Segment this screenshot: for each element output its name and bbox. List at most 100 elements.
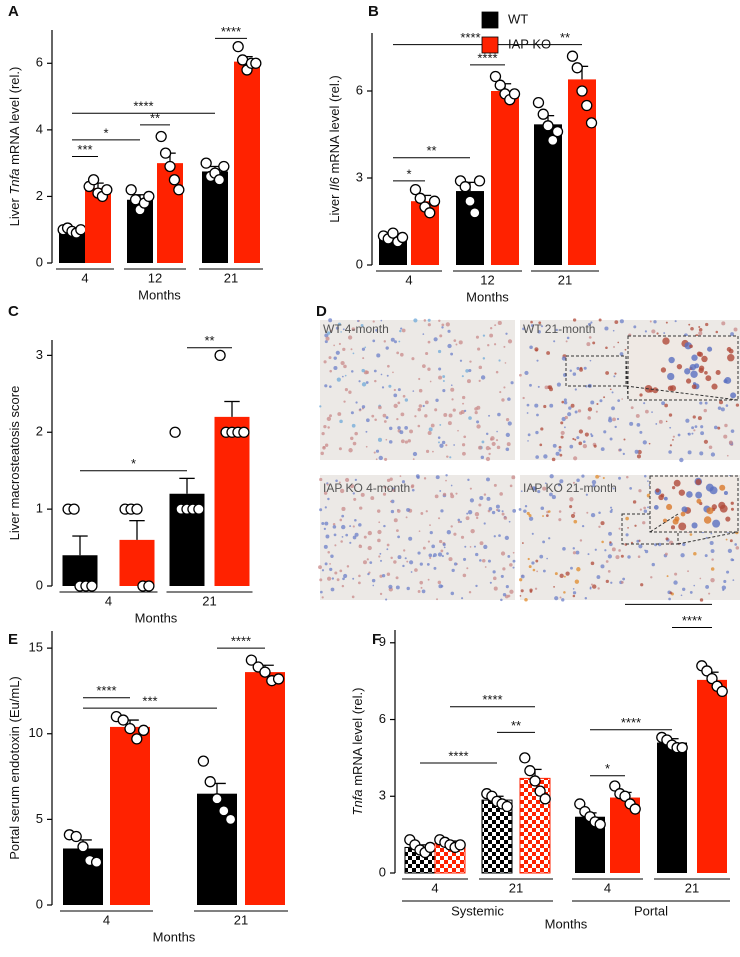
speckle	[422, 546, 426, 550]
speckle	[528, 516, 534, 521]
speckle	[418, 377, 421, 381]
speckle	[546, 557, 548, 560]
speckle	[382, 413, 387, 418]
speckle	[710, 577, 715, 583]
speckle	[501, 512, 505, 516]
speckle	[519, 595, 522, 597]
speckle	[348, 335, 353, 340]
y-axis-label-part: mRNA level (rel.)	[7, 67, 22, 169]
data-point	[224, 813, 237, 826]
y-axis-label-part: Tnfa	[7, 169, 22, 195]
bar	[491, 91, 519, 265]
speckle	[611, 406, 615, 411]
speckle	[392, 489, 396, 492]
data-point	[168, 174, 181, 186]
speckle	[427, 340, 431, 344]
speckle	[549, 492, 553, 497]
speckle	[636, 539, 640, 543]
speckle	[363, 535, 367, 539]
speckle	[445, 322, 450, 327]
speckle	[598, 525, 601, 529]
y-tick-label: 5	[36, 811, 43, 826]
legend-swatch	[481, 11, 499, 29]
speckle	[340, 540, 343, 543]
speckle	[404, 440, 408, 444]
significance-label: ***	[77, 142, 92, 157]
speckle	[599, 399, 603, 403]
speckle	[406, 560, 409, 563]
speckle	[607, 554, 612, 559]
speckle	[558, 518, 562, 522]
speckle	[400, 439, 405, 444]
speckle	[389, 426, 393, 431]
speckle	[625, 516, 629, 521]
data-point	[454, 839, 466, 851]
speckle	[715, 330, 719, 334]
speckle	[674, 320, 677, 323]
speckle	[460, 410, 465, 414]
bar	[245, 672, 285, 905]
speckle	[460, 535, 465, 539]
speckle	[357, 581, 361, 585]
bar	[697, 679, 727, 873]
panel-label: F	[372, 631, 381, 648]
speckle	[569, 505, 573, 509]
legend-swatch	[481, 36, 499, 54]
speckle	[699, 577, 702, 580]
speckle	[507, 339, 513, 344]
speckle	[450, 525, 453, 528]
data-point	[585, 117, 598, 129]
speckle	[655, 423, 658, 425]
inset-speckle	[719, 484, 726, 491]
speckle	[372, 584, 375, 587]
data-point	[414, 192, 426, 204]
inset-speckle	[704, 370, 708, 375]
speckle	[627, 526, 629, 529]
speckle	[320, 451, 324, 456]
speckle	[610, 506, 613, 509]
speckle	[536, 570, 538, 573]
speckle	[366, 418, 370, 423]
speckle	[668, 597, 671, 601]
inset-speckle	[684, 368, 691, 375]
speckle	[465, 369, 469, 373]
speckle	[423, 477, 427, 480]
speckle	[429, 530, 433, 535]
data-point	[200, 157, 212, 169]
speckle	[335, 350, 340, 355]
y-axis-label-part: Liver	[327, 191, 342, 223]
speckle	[647, 506, 650, 509]
data-point	[524, 765, 536, 777]
inset-speckle	[639, 393, 643, 397]
speckle	[622, 452, 625, 456]
speckle	[526, 403, 530, 407]
speckle	[710, 549, 715, 553]
panel-label: B	[368, 3, 379, 20]
speckle	[502, 567, 506, 571]
speckle	[386, 543, 390, 547]
speckle	[627, 555, 631, 559]
y-axis-label: Portal serum endotoxin (Eu/mL)	[7, 676, 22, 860]
significance-label: ***	[142, 694, 157, 709]
speckle	[527, 557, 530, 561]
speckle	[497, 412, 501, 417]
speckle	[355, 401, 358, 404]
speckle	[401, 480, 406, 484]
speckle	[373, 369, 377, 373]
speckle	[367, 572, 370, 576]
speckle	[400, 352, 404, 357]
speckle	[486, 496, 491, 501]
speckle	[609, 510, 613, 513]
speckle	[704, 554, 708, 558]
speckle	[640, 583, 644, 587]
significance-label: **	[150, 110, 160, 125]
speckle	[407, 439, 411, 443]
x-tick-label: 4	[105, 593, 112, 608]
speckle	[438, 517, 441, 520]
speckle	[450, 352, 454, 356]
data-point	[250, 57, 262, 69]
speckle	[360, 324, 364, 327]
speckle	[435, 398, 439, 402]
speckle	[390, 337, 395, 342]
speckle	[529, 345, 533, 350]
